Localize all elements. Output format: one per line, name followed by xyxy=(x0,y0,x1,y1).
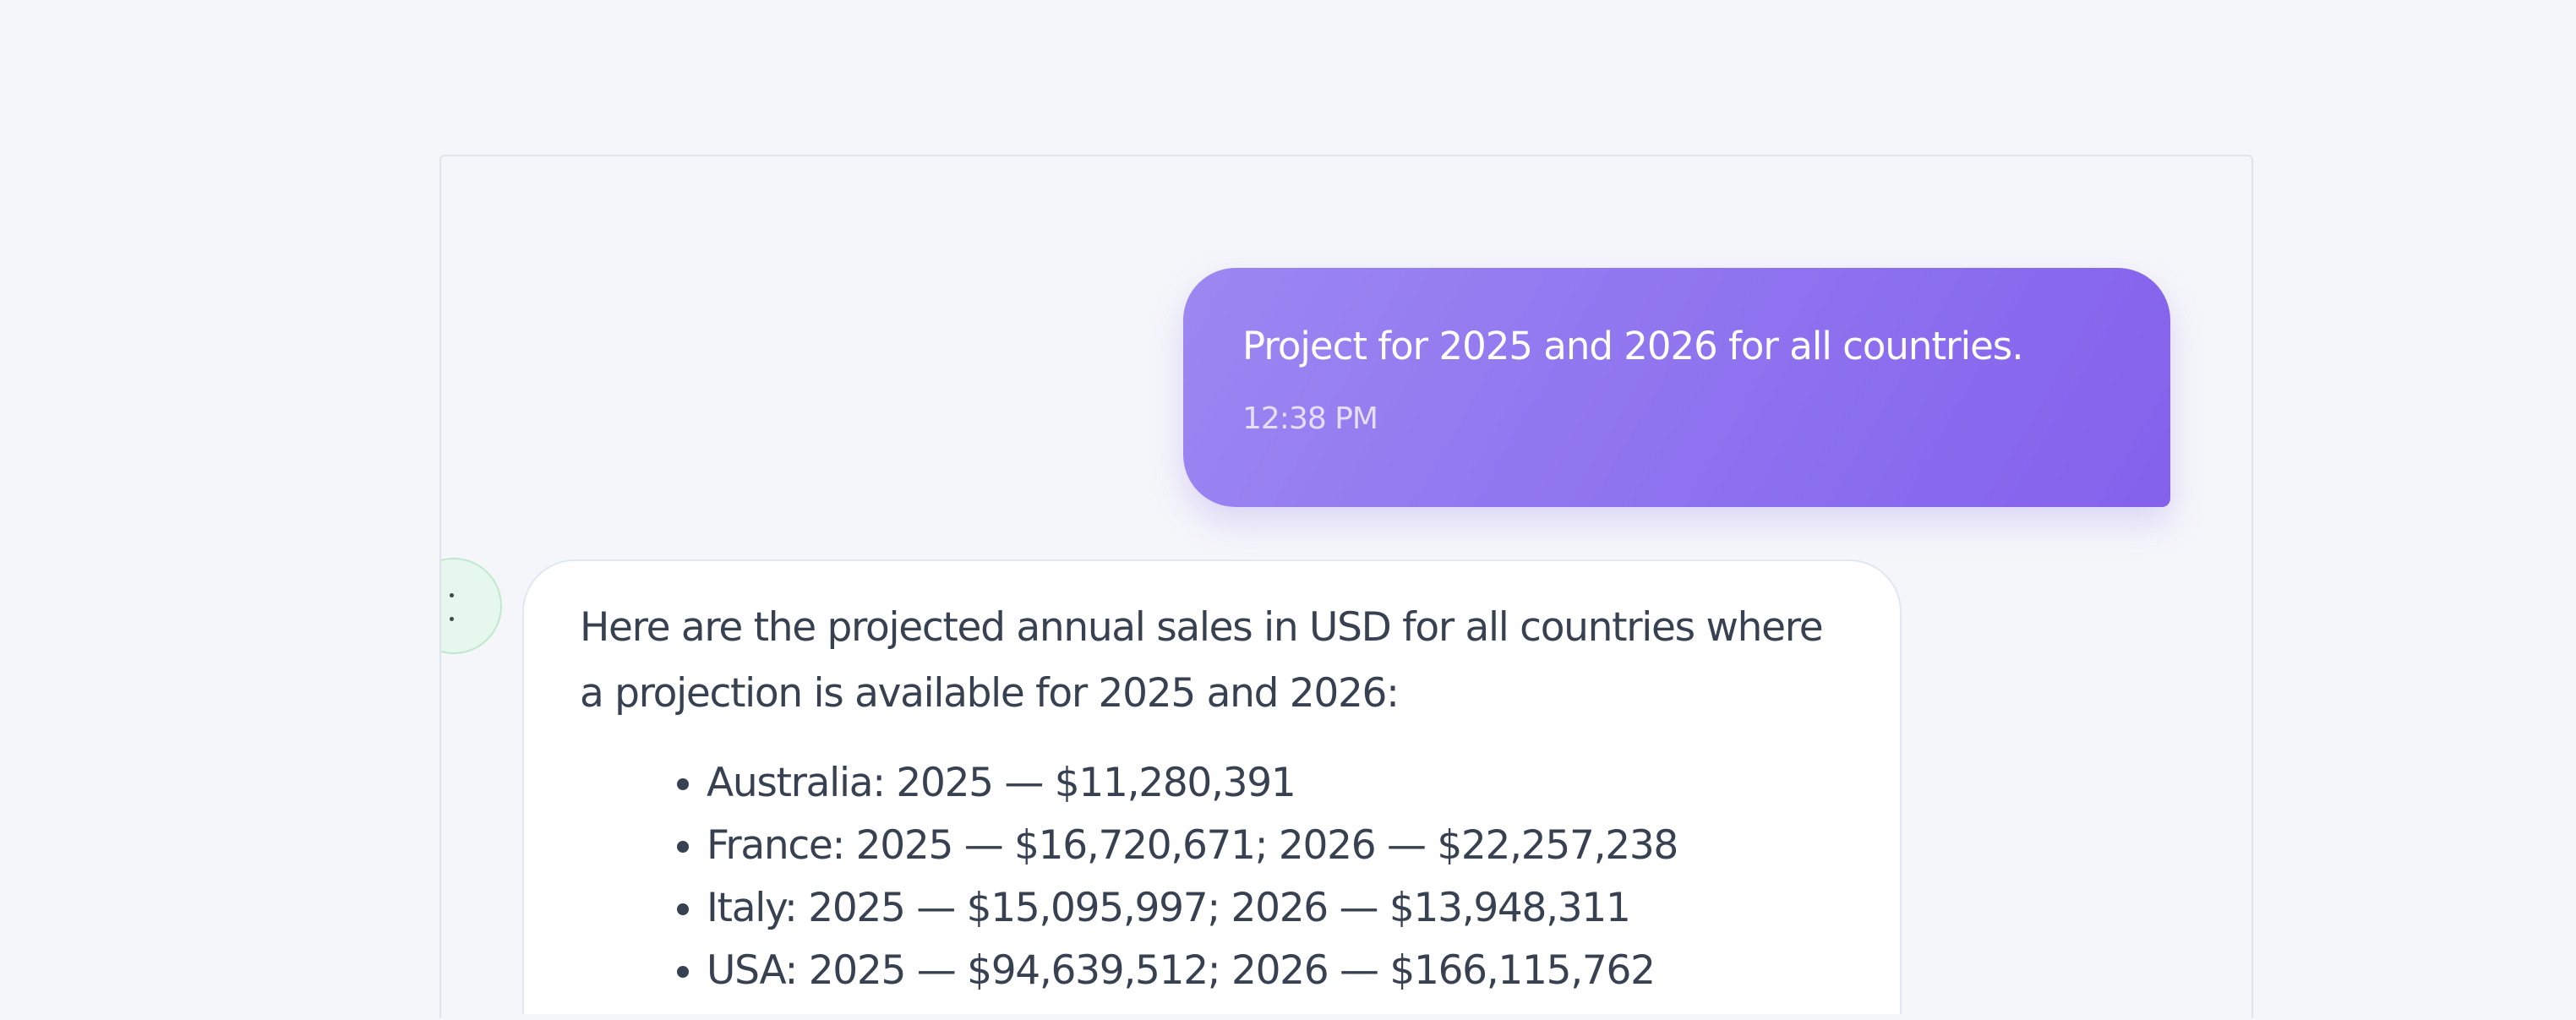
assistant-avatar xyxy=(441,558,502,654)
avatar-icon-dot xyxy=(450,617,454,621)
assistant-message-intro: Here are the projected annual sales in U… xyxy=(580,604,1824,717)
assistant-message-bubble: Here are the projected annual sales in U… xyxy=(522,559,1902,1014)
projection-list: Australia: 2025 — $11,280,391 France: 20… xyxy=(580,752,1844,1002)
user-message-text: Project for 2025 and 2026 for all countr… xyxy=(1242,324,2024,368)
avatar-icon-dot xyxy=(450,593,454,597)
chat-panel: Project for 2025 and 2026 for all countr… xyxy=(439,155,2253,1018)
user-message-bubble: Project for 2025 and 2026 for all countr… xyxy=(1183,268,2170,507)
user-message-timestamp: 12:38 PM xyxy=(1242,401,1378,436)
list-item: USA: 2025 — $94,639,512; 2026 — $166,115… xyxy=(707,940,1844,1002)
list-item: Australia: 2025 — $11,280,391 xyxy=(707,752,1844,815)
list-item: France: 2025 — $16,720,671; 2026 — $22,2… xyxy=(707,815,1844,877)
list-item: Italy: 2025 — $15,095,997; 2026 — $13,94… xyxy=(707,877,1844,940)
